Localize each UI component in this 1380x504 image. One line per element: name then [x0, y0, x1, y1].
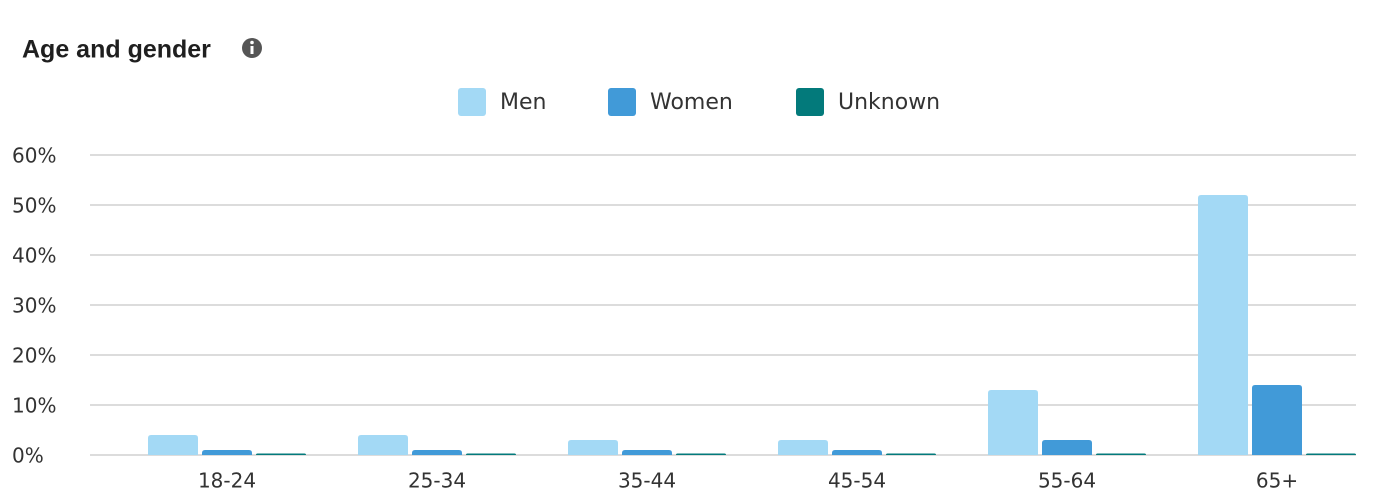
- bar: [1252, 385, 1302, 455]
- y-tick-label: 50%: [12, 194, 56, 218]
- bar: [568, 440, 618, 455]
- bar: [466, 453, 516, 455]
- bar: [1042, 440, 1092, 455]
- bar: [1198, 195, 1248, 455]
- bar: [886, 453, 936, 455]
- bar: [256, 453, 306, 455]
- y-tick-label: 40%: [12, 244, 56, 268]
- chart-title: Age and gender: [22, 36, 211, 64]
- legend-swatch: [458, 88, 486, 116]
- bar: [1096, 453, 1146, 455]
- legend-swatch: [608, 88, 636, 116]
- info-icon[interactable]: [242, 38, 262, 58]
- bar: [988, 390, 1038, 455]
- bar: [358, 435, 408, 455]
- x-tick-label: 55-64: [1038, 469, 1096, 493]
- legend-label: Unknown: [838, 90, 940, 115]
- y-tick-label: 20%: [12, 344, 56, 368]
- y-tick-label: 30%: [12, 294, 56, 318]
- bar: [148, 435, 198, 455]
- legend-label: Women: [650, 90, 733, 115]
- x-tick-label: 45-54: [828, 469, 886, 493]
- bar: [622, 450, 672, 455]
- legend-swatch: [796, 88, 824, 116]
- bar: [1306, 453, 1356, 455]
- y-tick-label: 60%: [12, 144, 56, 168]
- bar: [676, 453, 726, 455]
- x-tick-label: 35-44: [618, 469, 676, 493]
- bar: [778, 440, 828, 455]
- x-tick-label: 25-34: [408, 469, 466, 493]
- x-tick-label: 65+: [1256, 469, 1298, 493]
- y-tick-label: 10%: [12, 394, 56, 418]
- bar: [412, 450, 462, 455]
- x-tick-label: 18-24: [198, 469, 256, 493]
- y-tick-label: 0%: [12, 444, 44, 468]
- bar: [202, 450, 252, 455]
- bar: [832, 450, 882, 455]
- legend-label: Men: [500, 90, 546, 115]
